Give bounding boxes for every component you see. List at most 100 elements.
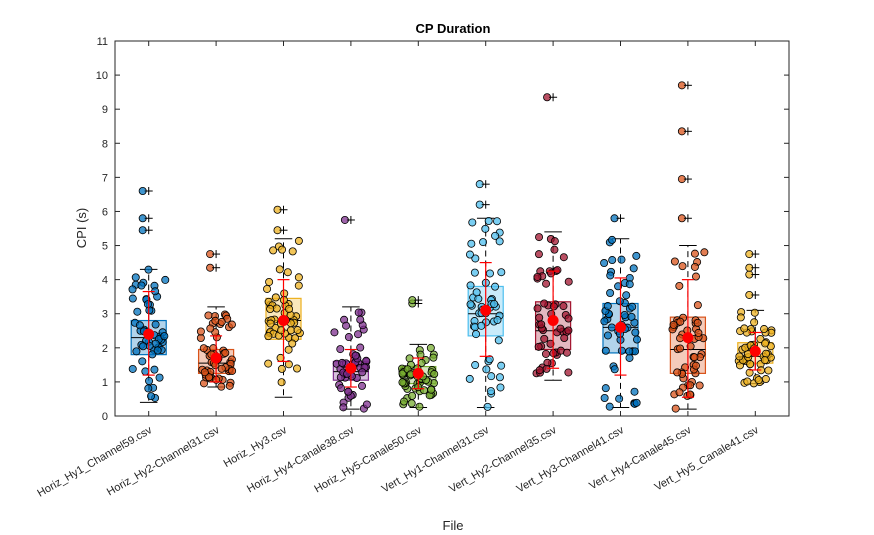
x-tick-label: Horiz_Hy5-Canale50.csv [312,424,424,495]
data-point [285,304,294,313]
data-point [284,360,293,369]
data-point [762,349,771,358]
y-axis: 0 1 2 3 4 5 6 7 8 9 10 11 [96,36,789,423]
data-point [227,320,236,329]
data-point [277,378,286,387]
data-point [607,323,616,332]
data-point [676,344,685,353]
data-point [481,224,490,233]
data-point [631,328,640,337]
data-point [362,400,371,409]
data-point [145,341,154,350]
box-group [263,205,304,398]
data-point [336,345,345,354]
data-point [467,239,476,248]
data-point [138,357,147,366]
data-point [496,383,505,392]
data-point [761,339,770,348]
data-point [541,349,550,358]
data-point [690,262,699,271]
mean-marker [749,345,761,357]
data-point [735,352,744,361]
data-point [271,293,280,302]
data-point [686,342,695,351]
data-point [264,332,273,341]
data-point [263,284,272,293]
box-group [128,186,170,403]
data-point [408,391,417,400]
data-point [736,313,745,322]
data-point [354,308,363,317]
data-point [625,347,634,356]
data-point [534,342,543,351]
data-point [398,378,407,387]
data-point [760,325,769,334]
data-point [484,217,493,226]
data-point [546,339,555,348]
data-point [564,368,573,377]
data-point [495,237,504,246]
data-point [196,334,205,343]
data-point [145,376,154,385]
data-point [471,254,480,263]
data-point [132,347,141,356]
data-point [151,320,160,329]
mean-marker [547,315,559,327]
data-point [601,346,610,355]
box-group [398,296,439,411]
data-point [693,301,702,310]
y-tick-label: 10 [96,70,108,82]
data-point [472,288,481,297]
x-tick-label: Vert_Hy1-Channel31.csv [380,424,492,495]
data-point [535,313,544,322]
data-point [266,305,275,314]
y-axis-label: CPI (s) [74,208,89,248]
mean-marker [615,321,626,333]
x-tick-label: Horiz_Hy2-Channel31.csv [105,424,222,499]
data-point [608,256,617,265]
data-point [228,366,237,375]
data-point [675,388,684,397]
data-point [694,328,703,337]
data-point [288,339,297,348]
data-point [294,236,303,245]
data-point [495,373,504,382]
data-point [542,364,551,373]
data-point [760,356,769,365]
y-tick-label: 6 [102,206,108,218]
data-point [128,285,137,294]
data-point [338,358,347,367]
data-point [153,346,162,355]
data-point [629,264,638,273]
data-point [427,385,436,394]
mean-marker [143,328,155,340]
data-point [415,402,424,411]
y-tick-label: 1 [102,377,108,389]
data-point [470,268,479,277]
x-tick-label: Vert_Hy3-Channel41.csv [515,424,627,495]
data-point [399,397,408,406]
data-point [266,319,275,328]
data-point [339,403,348,412]
data-point [204,311,213,320]
data-point [155,373,164,382]
data-point [630,387,639,396]
data-point [206,324,215,333]
data-point [493,217,502,226]
data-point [564,314,573,323]
data-point [293,326,302,335]
data-point [344,333,353,342]
data-point [225,381,234,390]
y-tick-label: 8 [102,138,108,150]
data-point [160,332,169,341]
data-point [494,336,503,345]
y-tick-label: 7 [102,172,108,184]
data-point [670,257,679,266]
data-point [493,316,502,325]
data-point [564,326,573,335]
data-point [617,255,626,264]
mean-marker [480,304,492,316]
data-point [606,271,615,280]
mean-marker [682,332,694,344]
